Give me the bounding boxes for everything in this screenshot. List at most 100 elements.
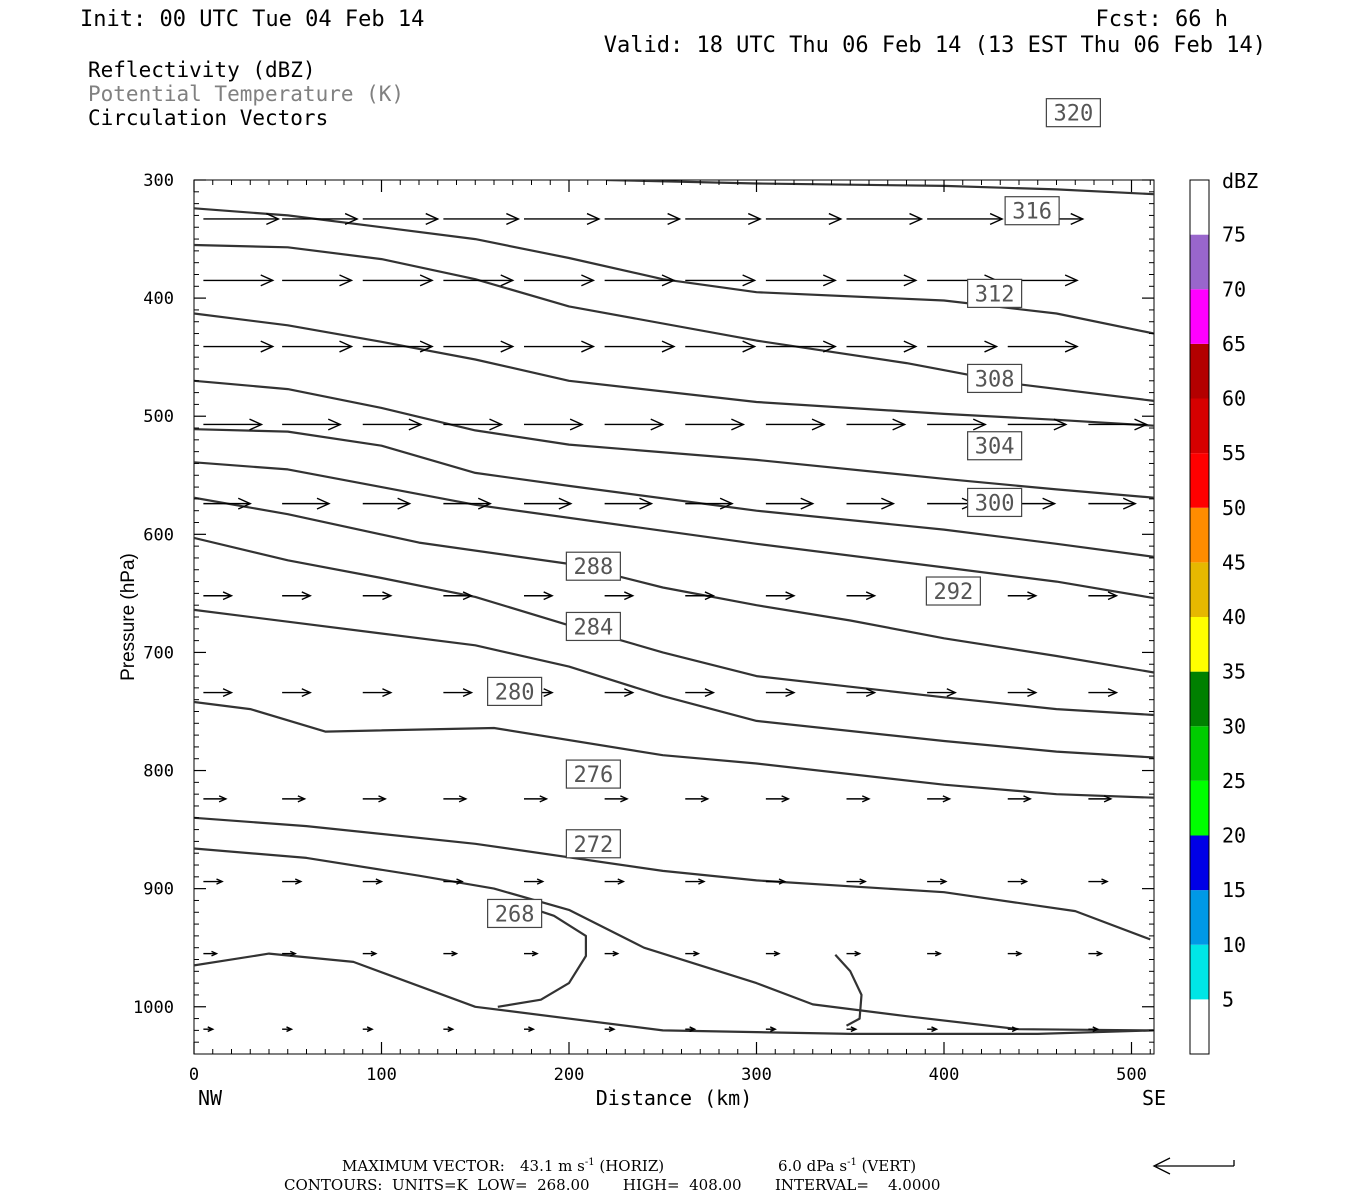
colorbar-tick-label: 5 — [1222, 987, 1234, 1011]
circulation-vector — [685, 688, 716, 698]
circulation-vector — [203, 950, 219, 957]
theta-contour-312 — [194, 312, 1154, 427]
circulation-vector — [846, 212, 924, 226]
colorbar-tick-label: 70 — [1222, 277, 1246, 301]
theta-contour-268 — [194, 952, 1154, 1035]
circulation-vector — [846, 591, 877, 601]
contour-label-text: 292 — [934, 580, 974, 605]
colorbar-tick-label: 30 — [1222, 714, 1246, 738]
circulation-vector — [362, 497, 412, 510]
circulation-vector — [524, 497, 573, 510]
circulation-vector — [1088, 878, 1109, 885]
circulation-vector — [927, 418, 987, 431]
circulation-vector — [685, 1026, 697, 1033]
circulation-vector — [1007, 688, 1038, 698]
theta-contour-288 — [194, 536, 1154, 717]
circulation-vector — [765, 1026, 777, 1033]
circulation-vector — [765, 418, 826, 431]
colorbar-swatch — [1190, 289, 1209, 344]
endpoint-right-label: SE — [1142, 1086, 1166, 1110]
theta-contour-segment-2 — [606, 180, 1154, 196]
circulation-vector — [443, 497, 492, 510]
circulation-vector — [362, 274, 434, 287]
circulation-vector — [685, 950, 701, 957]
contour-label-text: 272 — [574, 833, 614, 858]
y-tick-label: 900 — [143, 880, 174, 900]
contour-label-text: 276 — [574, 763, 614, 788]
contour-label-300: 300 — [967, 487, 1023, 518]
circulation-vector — [685, 340, 757, 353]
circulation-vector — [846, 878, 867, 885]
theta-contour-304 — [194, 428, 1154, 558]
contour-label-text: 300 — [975, 491, 1015, 516]
circulation-vector — [846, 950, 862, 957]
contour-label-text: 288 — [574, 555, 614, 580]
circulation-vector — [203, 795, 228, 803]
circulation-vector — [443, 418, 504, 431]
colorbar-tick-label: 40 — [1222, 605, 1246, 629]
circulation-vector — [765, 212, 843, 226]
x-tick-label: 300 — [741, 1065, 772, 1085]
circulation-vector — [604, 688, 635, 698]
field-vectors: Circulation Vectors — [88, 106, 328, 130]
colorbar-swatch — [1190, 835, 1209, 891]
contour-label-272: 272 — [565, 829, 621, 859]
colorbar-swatch — [1190, 343, 1209, 399]
circulation-vector — [604, 340, 676, 353]
theta-contour-292 — [194, 496, 1154, 674]
x-axis-title: Distance (km) — [596, 1086, 753, 1110]
contour-label-text: 320 — [1054, 102, 1094, 127]
circulation-vector — [685, 212, 762, 226]
circulation-vector — [765, 795, 791, 803]
contours-info: CONTOURS: UNITS=K LOW= 268.00 HIGH= 408.… — [284, 1176, 940, 1194]
field-reflectivity: Reflectivity (dBZ) — [88, 58, 316, 82]
circulation-vector — [362, 795, 387, 803]
circulation-vector — [362, 591, 393, 601]
circulation-vector — [846, 497, 896, 510]
y-tick-label: 500 — [143, 407, 174, 427]
contour-label-text: 312 — [975, 282, 1015, 307]
circulation-vector — [203, 212, 281, 226]
circulation-vector — [685, 418, 746, 431]
colorbar-swatch — [1190, 780, 1209, 836]
colorbar-swatch — [1190, 180, 1209, 235]
colorbar-tick-label: 75 — [1222, 223, 1246, 247]
circulation-vector — [203, 1026, 215, 1033]
circulation-vector — [362, 418, 423, 431]
contour-label-292: 292 — [925, 576, 981, 606]
circulation-vector — [604, 1026, 616, 1033]
circulation-vector — [927, 878, 948, 885]
circulation-vector — [282, 688, 312, 698]
circulation-vector — [1007, 591, 1038, 601]
circulation-vector — [927, 688, 957, 698]
circulation-vector — [282, 274, 354, 287]
circulation-vector — [282, 212, 359, 226]
colorbar-tick-label: 35 — [1222, 660, 1246, 684]
circulation-vector — [1007, 795, 1032, 803]
reference-vector — [1152, 1157, 1235, 1175]
circulation-vector — [846, 1026, 858, 1033]
circulation-vector — [203, 418, 264, 431]
circulation-vector — [846, 418, 907, 431]
endpoint-left-label: NW — [198, 1086, 223, 1110]
colorbar-tick-label: 50 — [1222, 496, 1246, 520]
contour-label-280: 280 — [487, 676, 543, 707]
x-tick-label: 0 — [189, 1065, 199, 1085]
circulation-vector — [604, 274, 676, 287]
circulation-vector — [1088, 795, 1113, 803]
circulation-vector — [765, 688, 796, 698]
circulation-vector — [524, 340, 596, 353]
x-tick-label: 100 — [366, 1065, 397, 1085]
theta-contour-284 — [194, 608, 1154, 759]
colorbar-swatch — [1190, 507, 1209, 563]
colorbar-tick-label: 65 — [1222, 332, 1246, 356]
circulation-vector — [282, 418, 342, 431]
contour-label-268: 268 — [487, 898, 543, 929]
colorbar-swatch — [1190, 234, 1209, 290]
circulation-vector — [927, 212, 1004, 226]
circulation-vector — [362, 878, 384, 885]
circulation-vector — [362, 212, 440, 226]
contour-label-text: 268 — [495, 902, 535, 927]
colorbar-swatch — [1190, 617, 1209, 672]
circulation-vector — [846, 274, 918, 287]
